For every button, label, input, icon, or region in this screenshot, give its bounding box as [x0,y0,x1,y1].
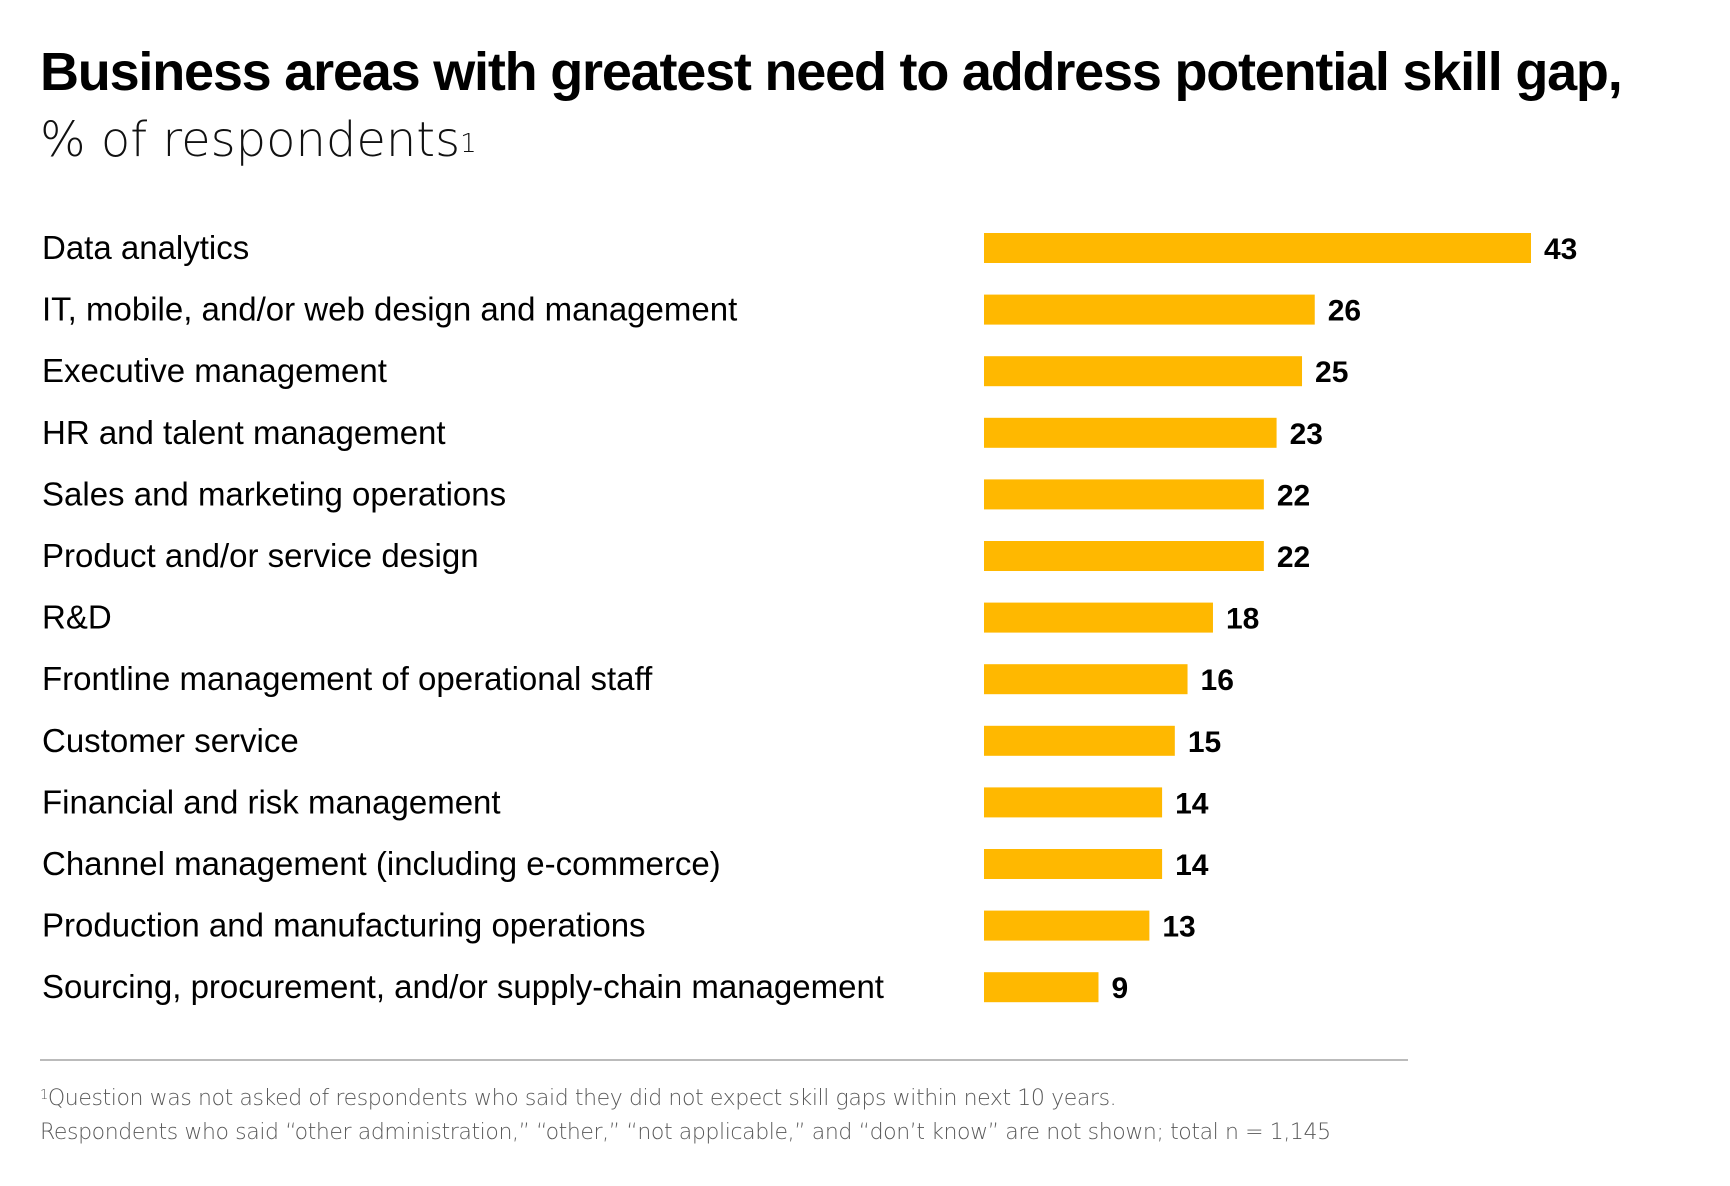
value-label: 25 [1315,356,1348,389]
category-label: R&D [42,599,112,636]
value-label: 14 [1175,849,1209,882]
footnote-marker: 1 [40,1088,48,1103]
bar [984,602,1213,633]
footnote-divider [40,1059,1408,1061]
value-label: 9 [1111,972,1128,1005]
bar [984,849,1163,879]
bar [984,479,1264,510]
footnote-1: 1Question was not asked of respondents w… [40,1086,1117,1111]
value-label: 23 [1290,418,1323,451]
category-label: Frontline management of operational staf… [42,660,653,697]
bar [984,725,1175,756]
category-label: Customer service [42,722,299,759]
bar [984,541,1264,571]
bar [984,972,1099,1003]
bar [984,356,1303,387]
category-label: IT, mobile, and/or web design and manage… [42,291,737,328]
category-label: HR and talent management [42,414,446,451]
category-label: Product and/or service design [42,537,479,574]
value-label: 26 [1328,295,1361,328]
category-label: Data analytics [42,229,249,266]
value-label: 43 [1544,233,1577,266]
footnote-1-text: Question was not asked of respondents wh… [47,1086,1117,1111]
bar [984,294,1315,325]
value-label: 15 [1188,726,1221,759]
category-label: Production and manufacturing operations [42,907,646,944]
bars [984,233,1531,1003]
bar [984,233,1531,263]
chart-title: Business areas with greatest need to add… [40,42,1623,102]
value-label: 14 [1175,787,1209,820]
footnote-2: Respondents who said “other administrati… [40,1120,1331,1145]
category-label: Executive management [42,352,387,389]
value-label: 13 [1162,911,1195,944]
value-labels: 43 26 25 23 22 22 18 16 15 14 14 13 9 [1111,233,1577,1005]
bar [984,910,1150,941]
value-label: 22 [1277,541,1310,574]
chart-subtitle: % of respondents1 [40,108,477,172]
value-label: 18 [1226,603,1259,636]
value-label: 22 [1277,479,1310,512]
bar [984,664,1188,695]
category-labels: Data analytics IT, mobile, and/or web des… [42,229,884,1005]
category-label: Financial and risk management [42,783,501,820]
value-label: 16 [1201,664,1234,697]
category-label: Channel management (including e-commerce… [42,845,721,882]
bar-chart: Data analytics IT, mobile, and/or web des… [42,229,1577,1005]
bar [984,417,1277,448]
bar [984,787,1163,818]
category-label: Sales and marketing operations [42,475,506,512]
category-label: Sourcing, procurement, and/or supply-cha… [42,968,884,1005]
subtitle-footnote-marker: 1 [460,129,477,159]
subtitle-text: % of respondents [40,112,461,168]
